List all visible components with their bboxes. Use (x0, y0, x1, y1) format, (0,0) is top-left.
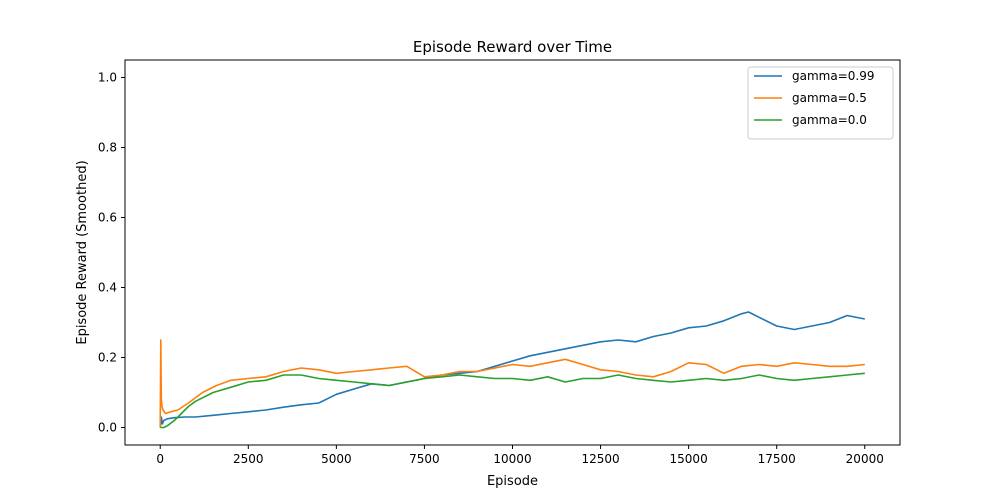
chart-title: Episode Reward over Time (413, 38, 612, 56)
x-tick-label: 20000 (846, 452, 884, 466)
x-tick-label: 7500 (409, 452, 440, 466)
x-tick-label: 2500 (233, 452, 264, 466)
x-axis-label: Episode (487, 474, 538, 489)
x-tick-label: 12500 (581, 452, 619, 466)
series-line-1 (159, 339, 865, 428)
y-tick-label: 0.6 (98, 211, 117, 225)
legend-label-2: gamma=0.0 (792, 113, 867, 127)
x-tick-label: 10000 (493, 452, 531, 466)
x-tick-label: 5000 (321, 452, 352, 466)
legend-label-1: gamma=0.5 (792, 91, 867, 105)
y-tick-label: 0.2 (98, 351, 117, 365)
y-tick-label: 0.4 (98, 281, 117, 295)
plot-frame (124, 59, 901, 446)
legend-label-0: gamma=0.99 (792, 69, 874, 83)
x-tick-label: 0 (156, 452, 164, 466)
x-tick-label: 17500 (758, 452, 796, 466)
y-tick-label: 0.8 (98, 141, 117, 155)
y-tick-label: 1.0 (98, 71, 117, 85)
y-axis-label: Episode Reward (Smoothed) (75, 160, 90, 344)
legend-box (747, 66, 894, 140)
legend: gamma=0.99 gamma=0.5 gamma=0.0 (747, 66, 894, 140)
series-line-2 (160, 372, 865, 429)
y-tick-label: 0.0 (98, 421, 117, 435)
x-tick-label: 15000 (670, 452, 708, 466)
series-line-0 (159, 311, 865, 428)
